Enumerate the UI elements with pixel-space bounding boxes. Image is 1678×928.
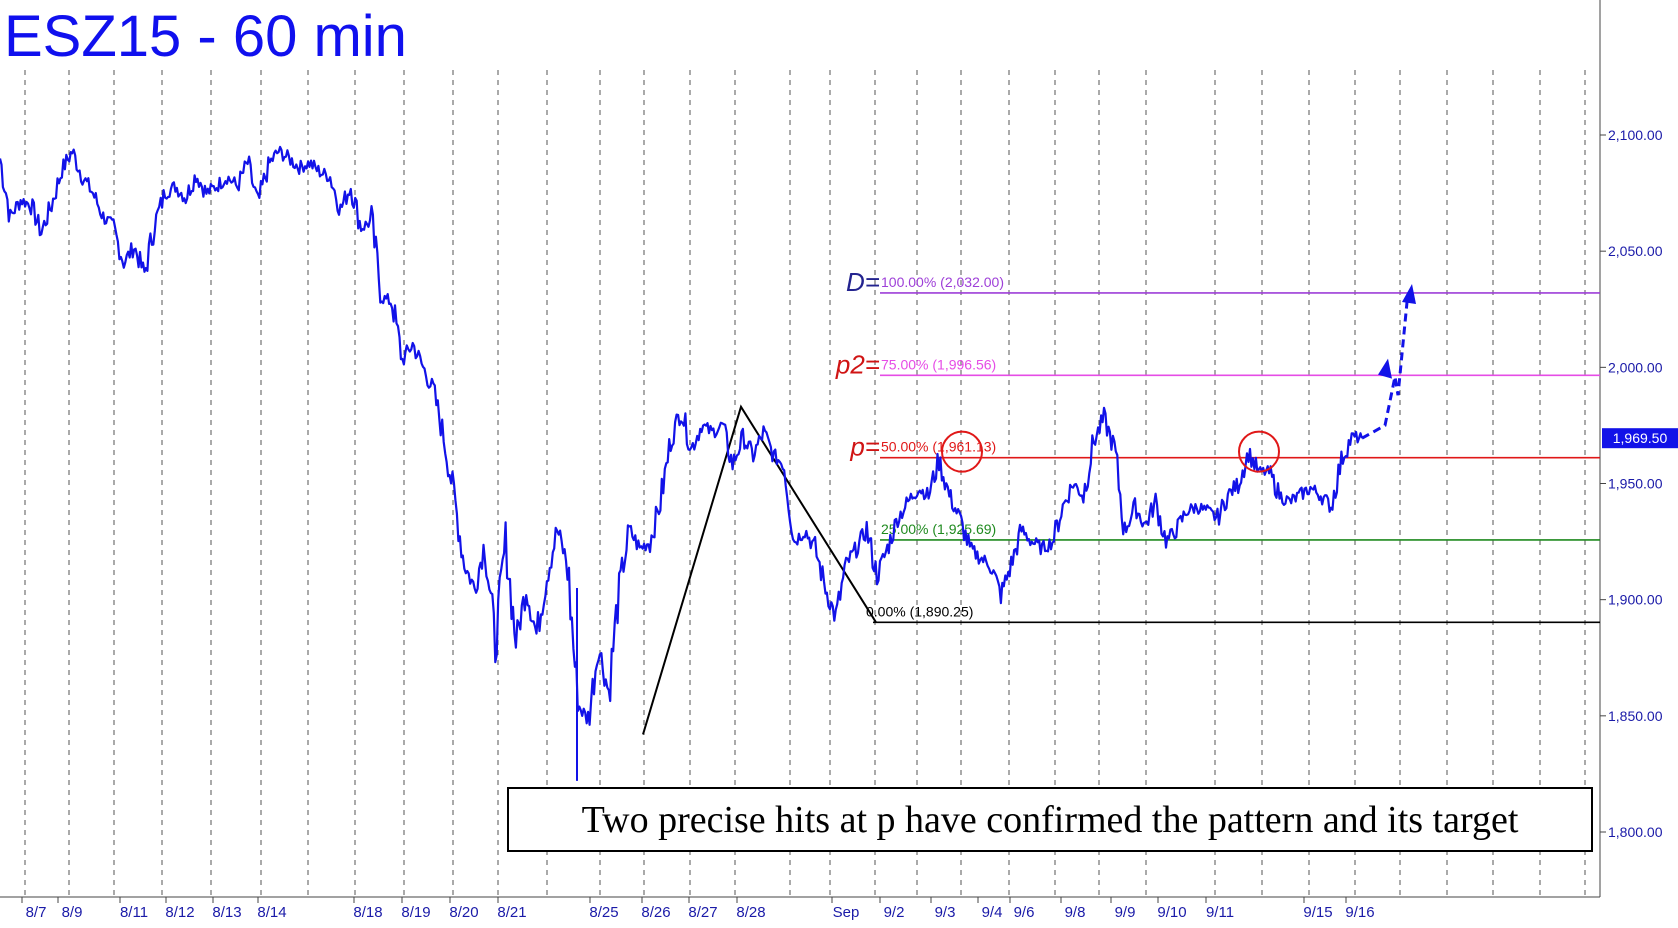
hit-circle (1238, 430, 1280, 473)
y-tick-label: 2,000.00 (1608, 359, 1663, 375)
hit-circle (941, 430, 983, 473)
x-tick-label: 8/14 (257, 904, 286, 921)
y-tick-label: 1,950.00 (1608, 476, 1663, 492)
x-tick-label: 8/26 (641, 904, 670, 921)
pattern-line (642, 404, 877, 735)
x-tick-label: 9/16 (1345, 904, 1374, 921)
fib-level-name: D= (846, 267, 880, 297)
x-tick-label: 9/11 (1206, 904, 1234, 921)
price-line (0, 145, 1364, 726)
x-tick-label: 8/18 (353, 904, 382, 921)
x-tick-label: 9/10 (1157, 904, 1186, 921)
x-tick-label: 9/15 (1303, 904, 1332, 921)
x-tick-label: 8/28 (736, 904, 765, 921)
x-tick-label: 8/19 (401, 904, 430, 921)
x-tick-label: 8/11 (120, 904, 148, 921)
x-tick-label: 8/27 (688, 904, 717, 921)
x-tick-label: 9/2 (884, 904, 905, 921)
fib-label: 75.00% (1,996.56) (881, 356, 996, 372)
last-price-label: 1,969.50 (1613, 430, 1668, 446)
x-tick-label: 8/7 (26, 904, 47, 921)
pattern-lines (642, 404, 877, 735)
last-price-badge (1602, 428, 1678, 449)
projection-arrowhead (1402, 283, 1416, 304)
fib-label: 100.00% (2,032.00) (881, 274, 1004, 290)
annotation-box: Two precise hits at p have confirmed the… (507, 787, 1593, 852)
fib-level-name: p2= (835, 349, 880, 379)
y-tick-label: 1,850.00 (1608, 708, 1663, 724)
chart-title: ESZ15 - 60 min (4, 4, 407, 69)
fib-level-name: p= (849, 432, 880, 462)
x-tick-label: 8/9 (62, 904, 83, 921)
markers: 1,969.50 (941, 283, 1678, 473)
x-tick-label: 8/13 (212, 904, 241, 921)
y-tick-label: 2,050.00 (1608, 243, 1663, 259)
fibonacci-levels: 100.00% (2,032.00)D= 75.00% (1,996.56)p2=… (835, 267, 1600, 624)
y-tick-label: 2,100.00 (1608, 127, 1663, 143)
fib-label: 0.00% (1,890.25) (866, 603, 973, 619)
x-tick-label: 8/20 (449, 904, 478, 921)
projection-arrowhead (1378, 358, 1392, 379)
x-tick-label: 9/6 (1014, 904, 1035, 921)
x-tick-label: 9/9 (1115, 904, 1136, 921)
fib-label: 25.00% (1,925.69) (881, 521, 996, 537)
price-series (0, 145, 1364, 781)
x-tick-label: 8/25 (589, 904, 618, 921)
x-tick-label: 9/8 (1065, 904, 1086, 921)
x-tick-label: 9/4 (982, 904, 1003, 921)
fib-label: 50.00% (1,961.13) (881, 439, 996, 455)
x-tick-label: 8/21 (497, 904, 526, 921)
y-tick-label: 1,900.00 (1608, 592, 1663, 608)
x-tick-label: 8/12 (165, 904, 194, 921)
x-tick-label: 9/3 (935, 904, 956, 921)
annotation-text: Two precise hits at p have confirmed the… (582, 799, 1519, 841)
x-tick-label: Sep (833, 904, 860, 921)
projection-arrow (1361, 302, 1409, 440)
y-tick-label: 1,800.00 (1608, 824, 1663, 840)
